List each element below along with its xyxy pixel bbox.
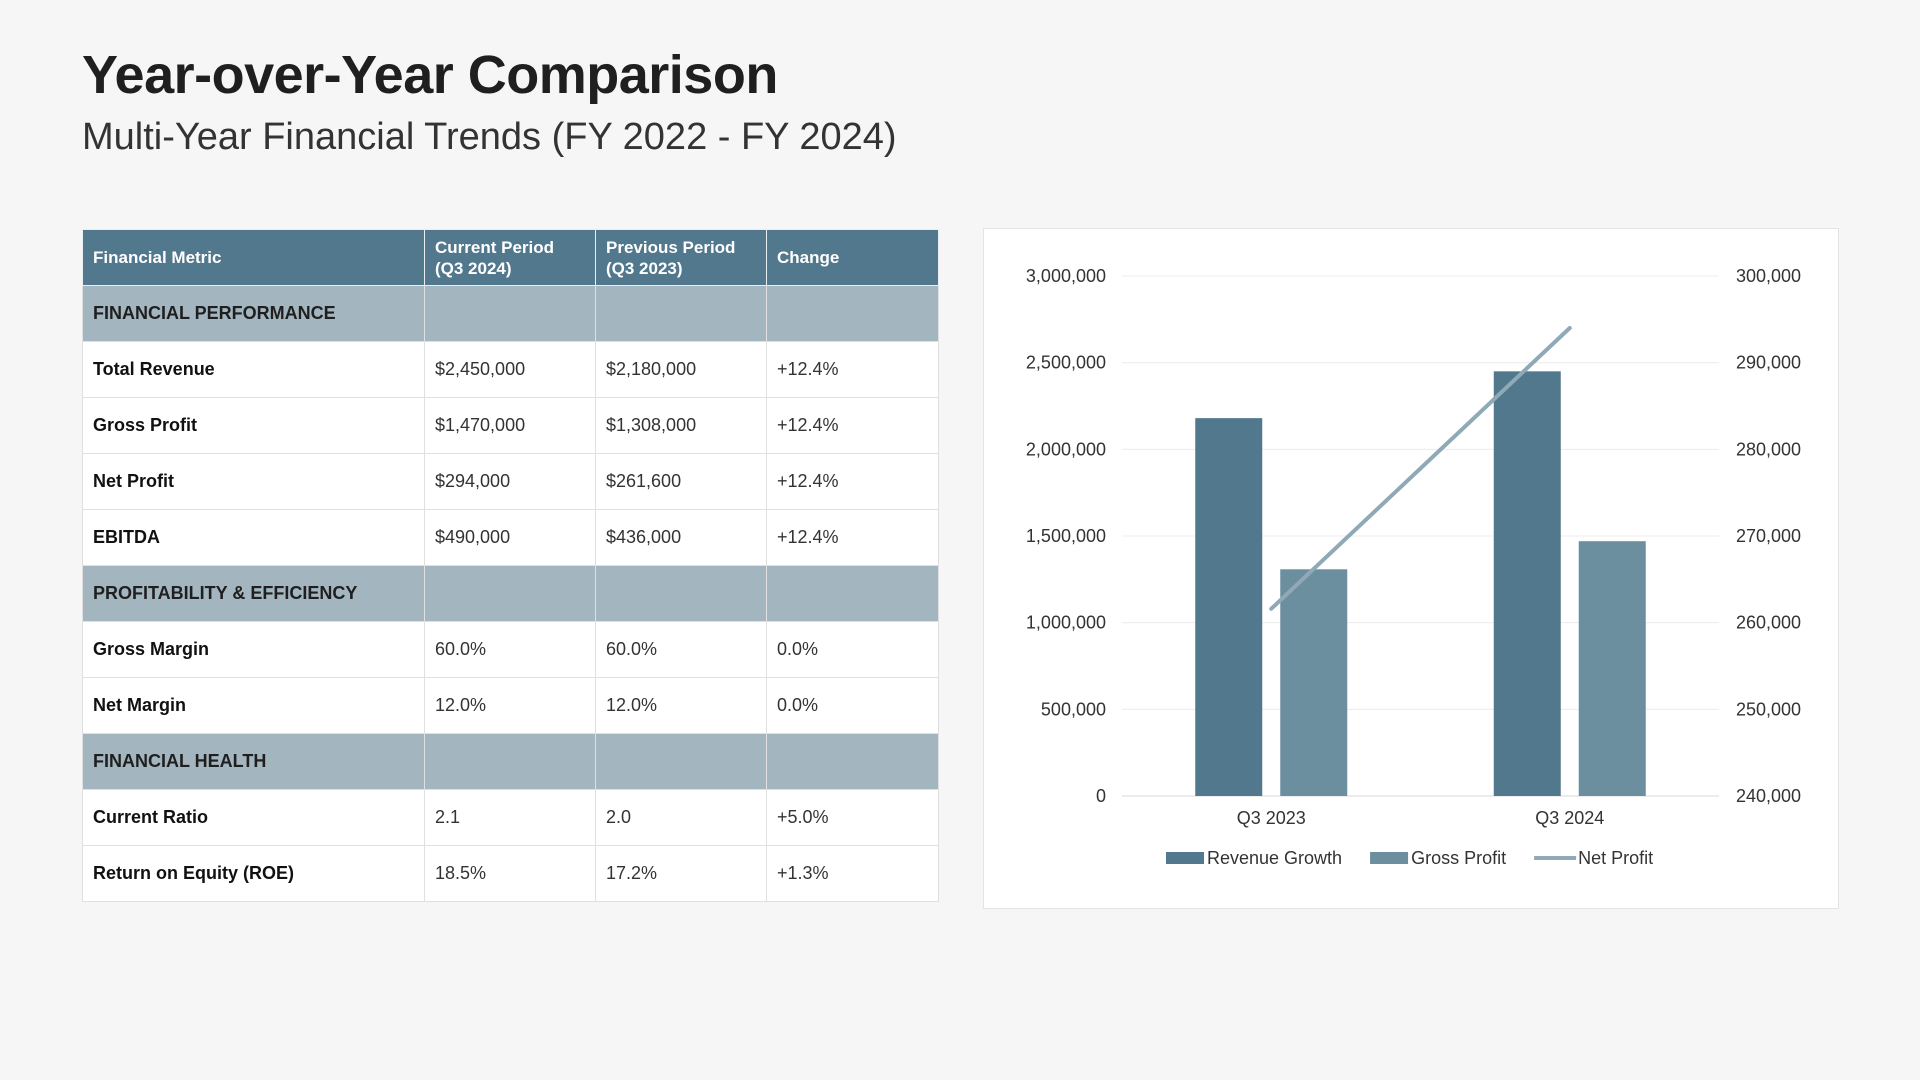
chart-card: 0 240,000 500,000 250,000 1,000,000 260,000 1,… xyxy=(983,228,1839,909)
page-subtitle: Multi-Year Financial Trends (FY 2022 - F… xyxy=(82,116,897,158)
metric-name: Gross Margin xyxy=(82,621,425,678)
y-left-tick-label: 2,500,000 xyxy=(1026,353,1106,373)
legend-swatch xyxy=(1370,852,1409,864)
current-value: 60.0% xyxy=(424,621,596,678)
table-row: Net Profit $294,000 $261,600 +12.4% xyxy=(82,453,939,510)
table-row: Total Revenue $2,450,000 $2,180,000 +12.… xyxy=(82,341,939,398)
table-row: Gross Margin 60.0% 60.0% 0.0% xyxy=(82,621,939,678)
y-left-tick-label: 1,500,000 xyxy=(1026,526,1106,546)
metric-name: EBITDA xyxy=(82,509,425,566)
column-header-current: Current Period (Q3 2024) xyxy=(424,229,596,286)
section-title: FINANCIAL PERFORMANCE xyxy=(82,285,425,342)
column-header-previous: Previous Period (Q3 2023) xyxy=(595,229,767,286)
metric-name: Net Profit xyxy=(82,453,425,510)
column-header-label: Current Period (Q3 2024) xyxy=(435,237,555,278)
section-title: PROFITABILITY & EFFICIENCY xyxy=(82,565,425,622)
y-left-tick-label: 1,000,000 xyxy=(1026,613,1106,633)
previous-value: 17.2% xyxy=(595,845,767,902)
previous-value: $2,180,000 xyxy=(595,341,767,398)
bar-gross-profit xyxy=(1578,541,1646,796)
y-left-tick-label: 500,000 xyxy=(1041,699,1106,719)
previous-value: 12.0% xyxy=(595,677,767,734)
legend-label: Revenue Growth xyxy=(1207,848,1342,868)
change-value: +12.4% xyxy=(766,453,939,510)
current-value: $490,000 xyxy=(424,509,596,566)
table-header-row: Financial Metric Current Period (Q3 2024… xyxy=(82,229,939,286)
combo-chart: 0 240,000 500,000 250,000 1,000,000 260,000 1,… xyxy=(1026,266,1801,868)
table-row: Net Margin 12.0% 12.0% 0.0% xyxy=(82,677,939,734)
column-header-label: Previous Period (Q3 2023) xyxy=(606,237,736,278)
previous-value: 60.0% xyxy=(595,621,767,678)
x-tick-label: Q3 2023 xyxy=(1237,808,1306,828)
change-value: +12.4% xyxy=(766,397,939,454)
y-left-tick-label: 0 xyxy=(1096,786,1106,806)
metric-name: Net Margin xyxy=(82,677,425,734)
current-value: 2.1 xyxy=(424,789,596,846)
metrics-table-container: Financial Metric Current Period (Q3 2024… xyxy=(82,229,939,902)
y-right-tick-label: 270,000 xyxy=(1736,526,1801,546)
section-row: FINANCIAL HEALTH xyxy=(82,733,939,790)
column-header-label: Financial Metric xyxy=(93,248,222,267)
previous-value: $1,308,000 xyxy=(595,397,767,454)
legend-label: Net Profit xyxy=(1578,848,1653,868)
change-value: 0.0% xyxy=(766,621,939,678)
change-value: +1.3% xyxy=(766,845,939,902)
metric-name: Gross Profit xyxy=(82,397,425,454)
metric-name: Return on Equity (ROE) xyxy=(82,845,425,902)
bar-revenue-growth xyxy=(1195,418,1263,796)
change-value: +12.4% xyxy=(766,509,939,566)
legend-label: Gross Profit xyxy=(1411,848,1506,868)
change-value: +12.4% xyxy=(766,341,939,398)
metric-name: Total Revenue xyxy=(82,341,425,398)
current-value: 18.5% xyxy=(424,845,596,902)
metric-name: Current Ratio xyxy=(82,789,425,846)
y-right-tick-label: 250,000 xyxy=(1736,699,1801,719)
legend-swatch xyxy=(1166,852,1204,864)
y-left-tick-label: 2,000,000 xyxy=(1026,439,1106,459)
y-right-tick-label: 300,000 xyxy=(1736,266,1801,286)
previous-value: $261,600 xyxy=(595,453,767,510)
column-header-label: Change xyxy=(777,248,840,267)
y-right-tick-label: 290,000 xyxy=(1736,353,1801,373)
change-value: +5.0% xyxy=(766,789,939,846)
bar-revenue-growth xyxy=(1493,371,1561,796)
current-value: 12.0% xyxy=(424,677,596,734)
page-title: Year-over-Year Comparison xyxy=(82,45,778,105)
previous-value: $436,000 xyxy=(595,509,767,566)
current-value: $1,470,000 xyxy=(424,397,596,454)
current-value: $294,000 xyxy=(424,453,596,510)
current-value: $2,450,000 xyxy=(424,341,596,398)
column-header-metric: Financial Metric xyxy=(82,229,425,286)
previous-value: 2.0 xyxy=(595,789,767,846)
column-header-change: Change xyxy=(766,229,939,286)
y-right-tick-label: 260,000 xyxy=(1736,613,1801,633)
line-net-profit xyxy=(1269,326,1572,611)
x-tick-label: Q3 2024 xyxy=(1535,808,1604,828)
section-title: FINANCIAL HEALTH xyxy=(82,733,425,790)
table-row: Gross Profit $1,470,000 $1,308,000 +12.4… xyxy=(82,397,939,454)
y-left-tick-label: 3,000,000 xyxy=(1026,266,1106,286)
metrics-table: Financial Metric Current Period (Q3 2024… xyxy=(82,229,939,902)
y-right-tick-label: 280,000 xyxy=(1736,439,1801,459)
table-row: Current Ratio 2.1 2.0 +5.0% xyxy=(82,789,939,846)
change-value: 0.0% xyxy=(766,677,939,734)
y-right-tick-label: 240,000 xyxy=(1736,786,1801,806)
section-row: PROFITABILITY & EFFICIENCY xyxy=(82,565,939,622)
table-row: EBITDA $490,000 $436,000 +12.4% xyxy=(82,509,939,566)
table-row: Return on Equity (ROE) 18.5% 17.2% +1.3% xyxy=(82,845,939,902)
bar-gross-profit xyxy=(1280,569,1348,796)
section-row: FINANCIAL PERFORMANCE xyxy=(82,285,939,342)
